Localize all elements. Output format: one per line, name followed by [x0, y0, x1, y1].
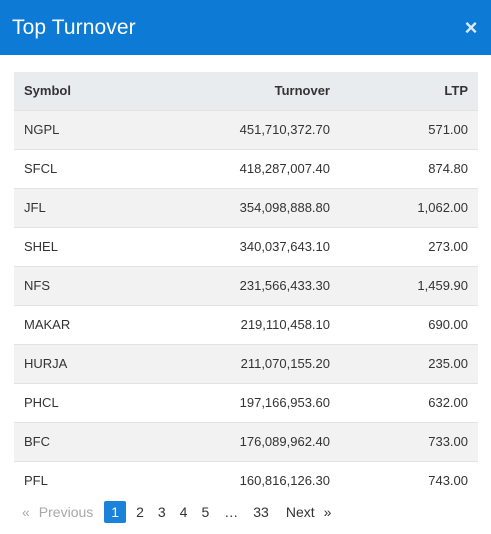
pagination: « Previous 1 2 3 4 5 … 33 Next » — [14, 501, 338, 523]
next-page-button[interactable]: Next » — [276, 501, 339, 523]
table-row: JFL 354,098,888.80 1,062.00 — [14, 187, 478, 227]
table-row: MAKAR 219,110,458.10 690.00 — [14, 304, 478, 344]
modal-title: Top Turnover — [12, 15, 136, 39]
column-header-turnover: Turnover — [274, 83, 330, 99]
turnover-table: Symbol Turnover LTP NGPL 451,710,372.70 … — [14, 72, 478, 500]
page-button-4[interactable]: 4 — [179, 504, 188, 520]
table-header-row: Symbol Turnover LTP — [14, 72, 478, 110]
cell-turnover: 197,166,953.60 — [154, 382, 340, 422]
cell-ltp: 743.00 — [340, 460, 478, 500]
cell-ltp: 632.00 — [340, 382, 478, 422]
turnover-table-container: Symbol Turnover LTP NGPL 451,710,372.70 … — [14, 72, 478, 500]
table-row: NFS 231,566,433.30 1,459.90 — [14, 265, 478, 305]
cell-symbol: JFL — [14, 187, 154, 227]
next-label: Next — [285, 504, 315, 520]
next-arrow-icon: » — [323, 504, 332, 520]
table-row: SFCL 418,287,007.40 874.80 — [14, 148, 478, 188]
cell-ltp: 690.00 — [340, 304, 478, 344]
cell-symbol: BFC — [14, 421, 154, 461]
cell-turnover: 340,037,643.10 — [154, 226, 340, 266]
table-body: NGPL 451,710,372.70 571.00 SFCL 418,287,… — [14, 109, 478, 500]
cell-symbol: PHCL — [14, 382, 154, 422]
cell-symbol: NGPL — [14, 109, 154, 149]
cell-turnover: 451,710,372.70 — [154, 109, 340, 149]
cell-ltp: 874.80 — [340, 148, 478, 188]
cell-ltp: 1,062.00 — [340, 187, 478, 227]
cell-turnover: 231,566,433.30 — [154, 265, 340, 305]
previous-page-button[interactable]: « Previous — [14, 501, 103, 523]
cell-turnover: 160,816,126.30 — [154, 460, 340, 500]
close-icon[interactable]: × — [464, 14, 478, 40]
table-row: PFL 160,816,126.30 743.00 — [14, 460, 478, 500]
table-row: HURJA 211,070,155.20 235.00 — [14, 343, 478, 383]
cell-ltp: 235.00 — [340, 343, 478, 383]
cell-symbol: HURJA — [14, 343, 154, 383]
cell-symbol: SHEL — [14, 226, 154, 266]
cell-ltp: 733.00 — [340, 421, 478, 461]
cell-turnover: 211,070,155.20 — [154, 343, 340, 383]
table-row: BFC 176,089,962.40 733.00 — [14, 421, 478, 461]
cell-turnover: 176,089,962.40 — [154, 421, 340, 461]
cell-ltp: 1,459.90 — [340, 265, 478, 305]
table-row: SHEL 340,037,643.10 273.00 — [14, 226, 478, 266]
cell-symbol: SFCL — [14, 148, 154, 188]
page-button-5[interactable]: 5 — [201, 504, 210, 520]
column-header-ltp: LTP — [444, 83, 468, 99]
page-button-3[interactable]: 3 — [157, 504, 166, 520]
page-button-33[interactable]: 33 — [253, 504, 269, 520]
page-button-2[interactable]: 2 — [136, 504, 144, 520]
cell-symbol: MAKAR — [14, 304, 154, 344]
column-header-symbol: Symbol — [24, 83, 71, 99]
cell-turnover: 219,110,458.10 — [154, 304, 340, 344]
cell-ltp: 273.00 — [340, 226, 478, 266]
cell-symbol: NFS — [14, 265, 154, 305]
page-button-1[interactable]: 1 — [104, 501, 127, 523]
table-header: Symbol Turnover LTP — [14, 72, 478, 110]
pagination-ellipsis: … — [224, 504, 239, 520]
modal-header: Top Turnover × — [0, 0, 491, 55]
table-row: NGPL 451,710,372.70 571.00 — [14, 109, 478, 149]
cell-ltp: 571.00 — [340, 109, 478, 149]
previous-label: Previous — [38, 504, 94, 520]
table-row: PHCL 197,166,953.60 632.00 — [14, 382, 478, 422]
cell-symbol: PFL — [14, 460, 154, 500]
previous-arrow-icon: « — [22, 504, 30, 520]
cell-turnover: 418,287,007.40 — [154, 148, 340, 188]
cell-turnover: 354,098,888.80 — [154, 187, 340, 227]
